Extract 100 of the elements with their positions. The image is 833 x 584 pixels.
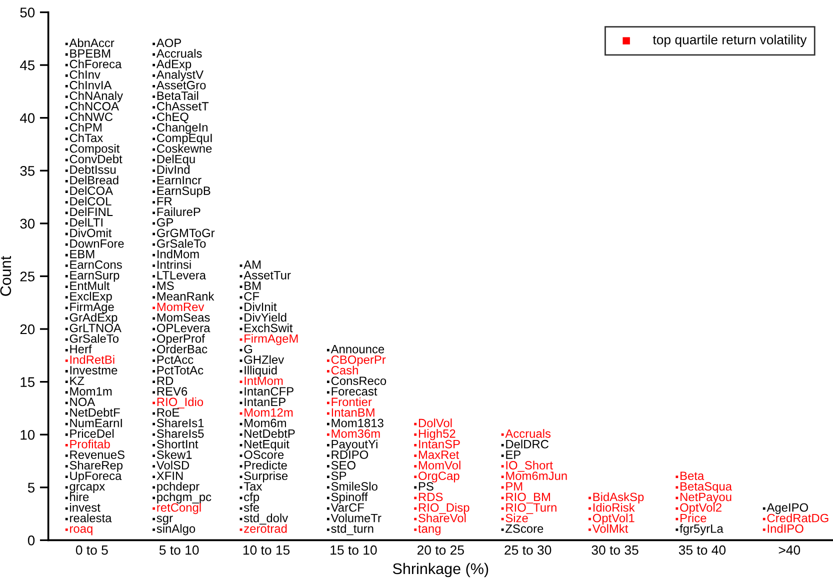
data-label: GrLTNOA	[70, 324, 122, 332]
data-label: MS	[157, 282, 174, 290]
data-label: DelEqu	[157, 154, 195, 166]
data-label: EarnCons	[70, 260, 122, 269]
x-tick-label: >40	[778, 545, 800, 555]
y-tick-label: 5	[28, 482, 35, 493]
data-label: ChEQ	[157, 112, 188, 124]
data-label: BPEBM	[70, 49, 110, 58]
x-tick-label: 30 to 35	[592, 545, 638, 555]
data-label: RD	[157, 376, 174, 385]
data-label: PctTotAc	[157, 366, 204, 374]
data-label: Mom6mJun	[506, 472, 567, 480]
data-label: retCongl	[157, 502, 201, 514]
data-label: Illiquid	[244, 366, 277, 377]
data-label: IdioRisk	[593, 502, 635, 512]
data-label: Profitab	[70, 440, 110, 448]
data-label: ChNCOA	[70, 102, 119, 110]
data-label: AnalystV	[156, 70, 204, 82]
legend-label: top quartile return volatility	[652, 34, 807, 47]
data-label: Announce	[330, 345, 384, 354]
data-label: NOA	[70, 398, 96, 406]
data-label: realesta	[70, 514, 112, 522]
data-label: Composit	[70, 144, 120, 156]
data-label: XFIN	[156, 472, 183, 480]
data-label: RoE	[157, 408, 180, 417]
data-label: KZ	[70, 376, 84, 385]
data-label: SmileSlo	[331, 482, 378, 491]
data-label: RIO_Turn	[506, 503, 556, 514]
data-label: Mom36m	[332, 429, 380, 438]
data-label: VolMkt	[592, 524, 628, 533]
y-tick-label: 45	[20, 60, 35, 70]
y-tick-label: 25	[20, 272, 35, 282]
data-label: std_dolv	[244, 514, 288, 525]
data-label: sinAlgo	[156, 524, 196, 536]
data-label: ChPM	[70, 122, 102, 132]
y-tick-label: 10	[20, 430, 35, 440]
data-label: Predicte	[244, 460, 287, 470]
y-tick-label: 30	[20, 218, 35, 229]
data-label: Surprise	[244, 471, 288, 482]
data-label: Frontier	[332, 397, 372, 406]
data-label: ChInv	[70, 70, 100, 79]
data-label: ExchSwit	[244, 323, 293, 332]
data-label: DolVol	[418, 418, 452, 428]
data-label: ZScore	[506, 524, 544, 533]
data-label: DivInit	[244, 302, 277, 312]
data-label: EarnSurp	[70, 270, 120, 282]
y-tick-label: 20	[20, 324, 35, 334]
data-label: ConsReco	[331, 376, 386, 386]
data-label: EarnSupB	[157, 186, 210, 198]
x-tick-label: 25 to 30	[504, 545, 552, 555]
data-label: pchgm_pc	[157, 492, 212, 504]
data-label: PriceDel	[70, 429, 114, 438]
data-label: ChNAnaly	[70, 91, 123, 102]
x-axis-title: Shrinkage (%)	[392, 562, 488, 578]
data-label: DivOmit	[70, 228, 112, 238]
data-label: IndIPO	[768, 524, 804, 533]
data-label: EarnIncr	[157, 176, 202, 184]
data-label: cfp	[244, 492, 260, 504]
x-tick-label: 5 to 10	[159, 545, 199, 555]
data-label: VolSD	[156, 460, 190, 470]
data-label: SEO	[331, 461, 356, 470]
data-label: RIO_Disp	[418, 502, 470, 514]
data-label: ChAssetT	[157, 102, 209, 110]
data-label: OptVol1	[592, 514, 634, 525]
data-label: std_turn	[331, 524, 374, 536]
data-label: RDIPO	[332, 450, 368, 459]
data-label: Cash	[331, 366, 358, 374]
data-label: Size	[506, 514, 528, 522]
data-label: DelBread	[70, 176, 118, 184]
data-label: PctAcc	[157, 356, 194, 364]
data-label: roaq	[70, 526, 92, 536]
data-label: ShareVol	[418, 514, 466, 522]
data-label: FR	[157, 197, 172, 206]
data-label: High52	[418, 429, 456, 440]
data-label: IntMom	[244, 376, 283, 386]
data-label: AbnAccr	[69, 38, 114, 48]
data-label: fgr5yrLa	[680, 524, 724, 536]
data-label: DelCOA	[70, 186, 114, 195]
data-label: ShareIs5	[156, 429, 204, 438]
data-label: Mom12m	[244, 408, 293, 417]
data-label: hire	[70, 492, 89, 502]
data-label: ConvDebt	[70, 154, 122, 164]
data-label: SP	[331, 472, 346, 480]
data-label: Price	[680, 514, 706, 522]
data-label: NetDebtP	[244, 429, 295, 438]
data-label: DownFore	[70, 239, 124, 248]
data-label: Forecast	[332, 387, 378, 396]
data-label: tang	[418, 525, 440, 536]
data-label: sgr	[156, 516, 173, 525]
data-label: Mom1813	[332, 418, 384, 428]
data-label: grcapx	[70, 484, 105, 493]
data-label: invest	[70, 502, 100, 512]
data-label: DelLTI	[70, 218, 102, 227]
data-label: MeanRank	[157, 292, 214, 301]
data-label: ShareRep	[70, 460, 123, 472]
data-label: DivYield	[244, 312, 286, 322]
data-label: ChNWC	[70, 112, 113, 122]
data-label: PM	[506, 482, 522, 490]
data-label: ChInvIA	[70, 80, 112, 90]
data-label: Coskewne	[157, 144, 212, 153]
